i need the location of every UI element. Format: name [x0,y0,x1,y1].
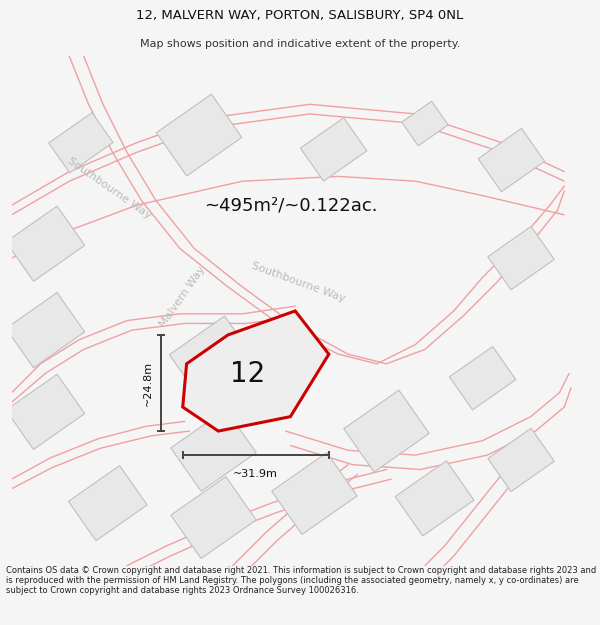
Polygon shape [6,292,85,367]
Text: Southbourne Way: Southbourne Way [67,156,154,221]
Polygon shape [6,374,85,449]
Text: Southbourne Way: Southbourne Way [250,261,347,304]
Polygon shape [301,118,367,181]
Polygon shape [272,452,357,534]
Text: ~31.9m: ~31.9m [233,469,278,479]
Text: Malvern Way: Malvern Way [158,264,208,329]
Polygon shape [183,311,329,431]
Polygon shape [478,128,545,192]
Polygon shape [488,226,554,290]
Polygon shape [68,466,147,541]
Text: Map shows position and indicative extent of the property.: Map shows position and indicative extent… [140,39,460,49]
Polygon shape [449,346,516,410]
Text: Contains OS data © Crown copyright and database right 2021. This information is : Contains OS data © Crown copyright and d… [6,566,596,596]
Polygon shape [402,101,448,146]
Polygon shape [171,409,256,491]
Polygon shape [49,112,113,173]
Text: 12, MALVERN WAY, PORTON, SALISBURY, SP4 0NL: 12, MALVERN WAY, PORTON, SALISBURY, SP4 … [136,9,464,22]
Polygon shape [157,94,242,176]
Polygon shape [488,428,554,492]
Text: ~24.8m: ~24.8m [143,361,153,406]
Text: 12: 12 [230,360,265,388]
Polygon shape [344,390,429,472]
Polygon shape [6,206,85,281]
Polygon shape [169,316,257,402]
Polygon shape [395,461,474,536]
Polygon shape [171,477,256,559]
Text: ~495m²/~0.122ac.: ~495m²/~0.122ac. [203,196,377,214]
